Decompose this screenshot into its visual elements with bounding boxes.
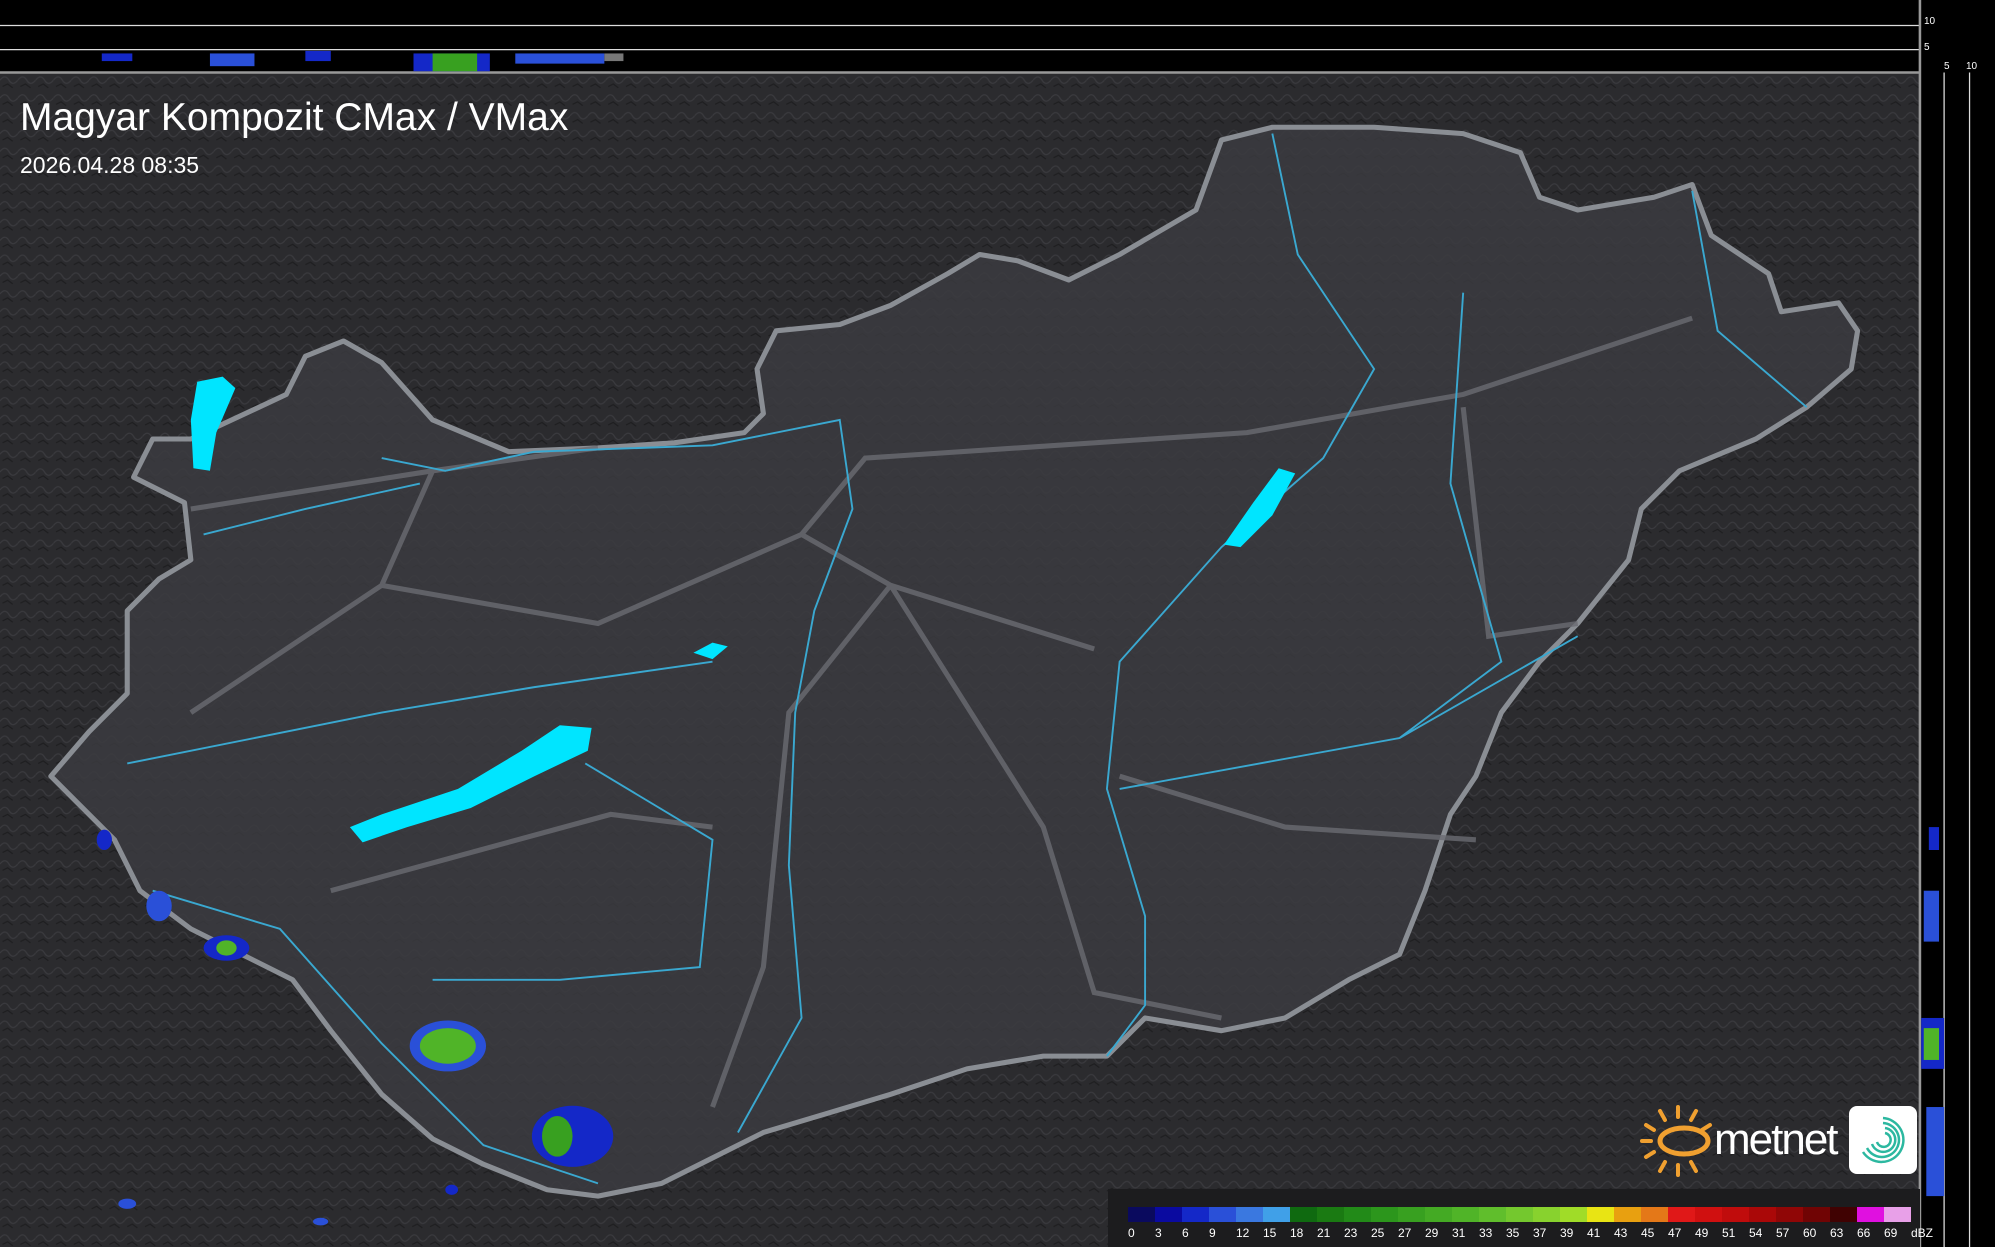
legend-label: 37 (1533, 1226, 1547, 1240)
legend-swatch (1425, 1207, 1452, 1222)
legend-label: 29 (1425, 1226, 1439, 1240)
cross-section-side-panel (1918, 0, 1995, 1247)
map-timestamp: 2026.04.28 08:35 (20, 152, 200, 178)
metnet-logo: metnet (1638, 1103, 1917, 1177)
legend-swatch (1371, 1207, 1398, 1222)
legend-label: 43 (1614, 1226, 1628, 1240)
legend-label: 51 (1722, 1226, 1736, 1240)
top-panel-tick: 10 (1924, 16, 1936, 27)
legend-swatch (1803, 1207, 1830, 1222)
legend-label: 35 (1506, 1226, 1520, 1240)
lakes (190, 376, 1296, 843)
legend-swatch (1560, 1207, 1587, 1222)
legend-label: 54 (1749, 1226, 1763, 1240)
legend-swatch (1857, 1207, 1884, 1222)
dbz-color-legend: 0 3 6 9 12 15 18 21 23 25 27 29 31 33 35 37 39 41 43 45 47 49… (1108, 1189, 1933, 1247)
top-panel-tick: 5 (1924, 42, 1930, 53)
legend-label: 45 (1641, 1226, 1655, 1240)
legend-swatch (1128, 1207, 1155, 1222)
legend-swatch (1668, 1207, 1695, 1222)
legend-swatch (1263, 1207, 1290, 1222)
logo-text: metnet (1714, 1115, 1839, 1164)
legend-label: 69 (1884, 1226, 1898, 1240)
legend-label: 0 (1128, 1226, 1135, 1240)
legend-label: 31 (1452, 1226, 1466, 1240)
lake-neusiedl (190, 376, 236, 471)
map-title: Magyar Kompozit CMax / VMax (20, 96, 569, 139)
legend-swatch (1209, 1207, 1236, 1222)
legend-label: 21 (1317, 1226, 1331, 1240)
legend-swatch (1479, 1207, 1506, 1222)
radar-echoes (96, 829, 614, 1226)
legend-swatch (1614, 1207, 1641, 1222)
county-borders (189, 315, 1693, 1108)
legend-swatch (1236, 1207, 1263, 1222)
rivers (127, 133, 1808, 1185)
legend-swatch (1506, 1207, 1533, 1222)
legend-label: 23 (1344, 1226, 1358, 1240)
lake-velence (693, 642, 728, 660)
hungary-outline (48, 124, 1861, 1199)
legend-label: 49 (1695, 1226, 1709, 1240)
legend-swatch (1290, 1207, 1317, 1222)
legend-label: 47 (1668, 1226, 1682, 1240)
legend-label: 41 (1587, 1226, 1601, 1240)
legend-swatch (1452, 1207, 1479, 1222)
cross-section-top-panel (0, 0, 1995, 74)
swirl-logo-icon (1848, 1106, 1917, 1174)
legend-label: 25 (1371, 1226, 1385, 1240)
legend-swatch (1695, 1207, 1722, 1222)
legend-color-bar (1128, 1207, 1911, 1222)
legend-label: 60 (1803, 1226, 1817, 1240)
legend-label: 9 (1209, 1226, 1216, 1240)
legend-label: 3 (1155, 1226, 1162, 1240)
legend-labels: 0 3 6 9 12 15 18 21 23 25 27 29 31 33 35 37 39 41 43 45 47 49… (1128, 1226, 1938, 1240)
legend-swatch (1533, 1207, 1560, 1222)
legend-label: 12 (1236, 1226, 1250, 1240)
legend-label: 63 (1830, 1226, 1844, 1240)
legend-unit: dBZ (1911, 1226, 1934, 1240)
legend-label: 6 (1182, 1226, 1189, 1240)
lake-tisza (1223, 468, 1296, 548)
legend-swatch (1776, 1207, 1803, 1222)
legend-swatch (1884, 1207, 1911, 1222)
legend-label: 15 (1263, 1226, 1277, 1240)
legend-label: 39 (1560, 1226, 1574, 1240)
legend-swatch (1317, 1207, 1344, 1222)
legend-swatch (1830, 1207, 1857, 1222)
legend-label: 57 (1776, 1226, 1790, 1240)
legend-swatch (1182, 1207, 1209, 1222)
legend-swatch (1722, 1207, 1749, 1222)
side-panel-tick: 5 (1944, 61, 1950, 72)
sun-icon (1640, 1105, 1712, 1177)
legend-swatch (1641, 1207, 1668, 1222)
legend-swatch (1155, 1207, 1182, 1222)
legend-swatch (1344, 1207, 1371, 1222)
legend-swatch (1398, 1207, 1425, 1222)
legend-label: 33 (1479, 1226, 1493, 1240)
side-panel-tick: 10 (1966, 61, 1978, 72)
legend-label: 18 (1290, 1226, 1304, 1240)
legend-swatch (1587, 1207, 1614, 1222)
legend-label: 66 (1857, 1226, 1871, 1240)
legend-swatch (1749, 1207, 1776, 1222)
lake-balaton (349, 725, 592, 843)
legend-label: 27 (1398, 1226, 1412, 1240)
